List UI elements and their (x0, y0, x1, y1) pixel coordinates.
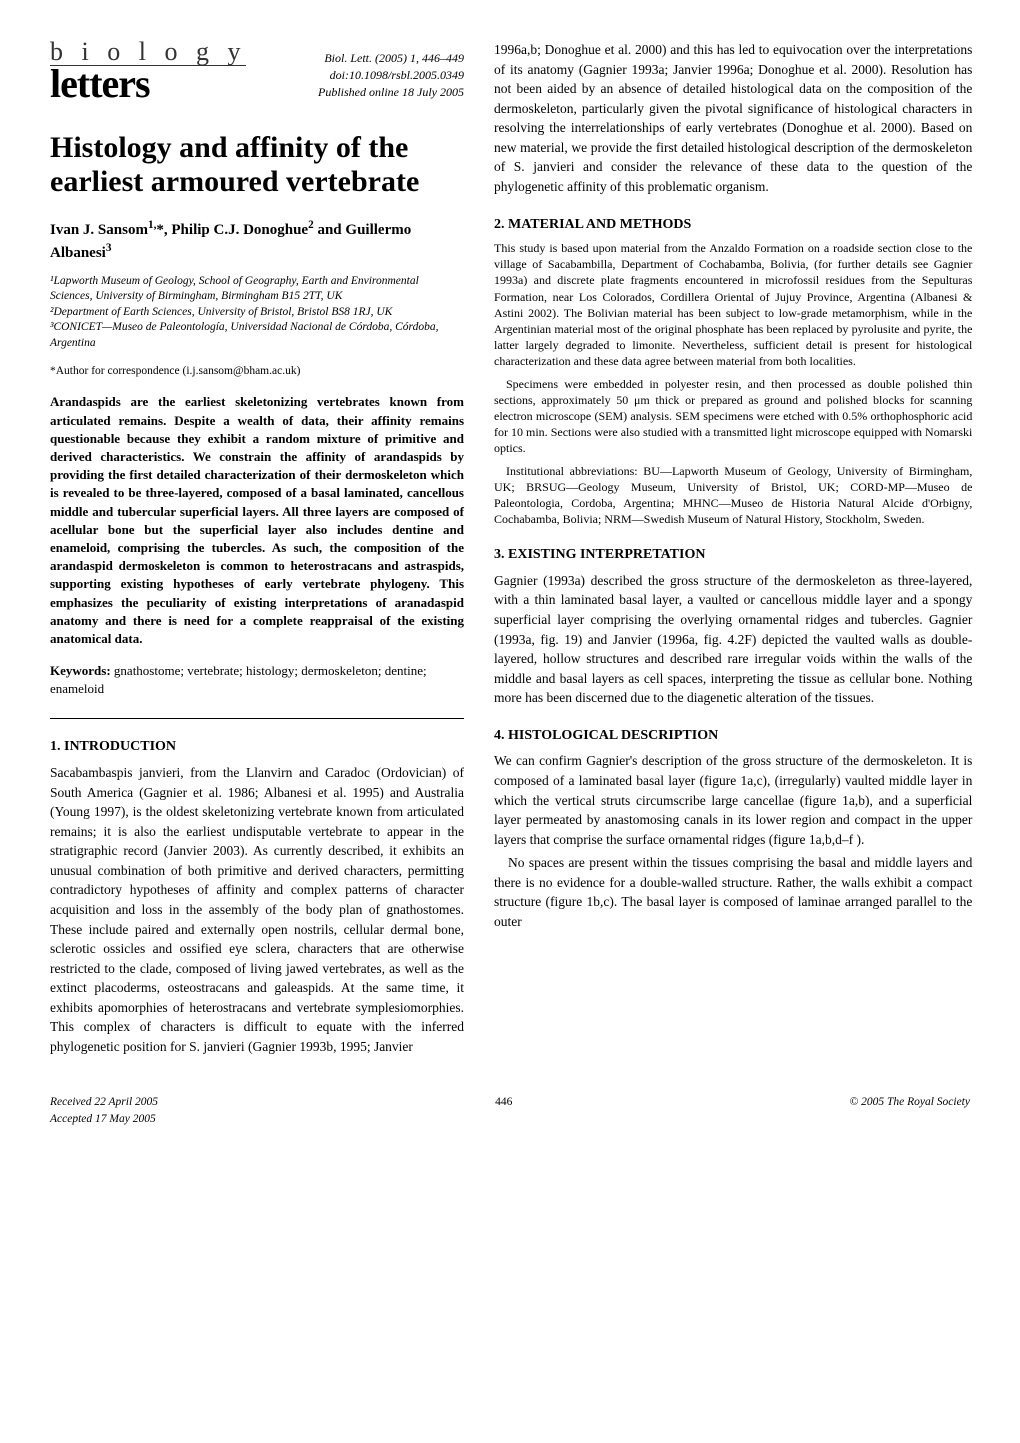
histological-paragraph-2: No spaces are present within the tissues… (494, 853, 972, 931)
affiliation-1: ¹Lapworth Museum of Geology, School of G… (50, 274, 464, 305)
intro-paragraph-1: Sacabambaspis janvieri, from the Llanvir… (50, 763, 464, 1056)
authors-line: Ivan J. Sansom1,*, Philip C.J. Donoghue2… (50, 218, 464, 264)
existing-heading: 3. EXISTING INTERPRETATION (494, 545, 972, 565)
affiliations-block: ¹Lapworth Museum of Geology, School of G… (50, 274, 464, 352)
methods-paragraph-3: Institutional abbreviations: BU—Lapworth… (494, 463, 972, 528)
separator-rule (50, 718, 464, 719)
affiliation-2: ²Department of Earth Sciences, Universit… (50, 305, 464, 321)
footer-accepted: Accepted 17 May 2005 (50, 1111, 158, 1127)
page-container: b i o l o g y letters Biol. Lett. (2005)… (50, 40, 970, 1060)
histological-paragraph-1: We can confirm Gagnier's description of … (494, 751, 972, 849)
methods-paragraph-2: Specimens were embedded in polyester res… (494, 376, 972, 457)
abstract-text: Arandaspids are the earliest skeletonizi… (50, 393, 464, 648)
methods-heading: 2. MATERIAL AND METHODS (494, 215, 972, 235)
keywords-label: Keywords: (50, 663, 111, 678)
intro-paragraph-1-continued: 1996a,b; Donoghue et al. 2000) and this … (494, 40, 972, 197)
article-title: Histology and affinity of the earliest a… (50, 131, 464, 200)
footer-received: Received 22 April 2005 (50, 1094, 158, 1110)
footer-page-number: 446 (495, 1094, 512, 1126)
keywords-block: Keywords: gnathostome; vertebrate; histo… (50, 662, 464, 698)
footer-copyright: © 2005 The Royal Society (849, 1094, 970, 1126)
histological-heading: 4. HISTOLOGICAL DESCRIPTION (494, 726, 972, 746)
left-column: b i o l o g y letters Biol. Lett. (2005)… (50, 40, 464, 1060)
right-column: 1996a,b; Donoghue et al. 2000) and this … (494, 40, 972, 1060)
methods-paragraph-1: This study is based upon material from t… (494, 240, 972, 370)
existing-paragraph-1: Gagnier (1993a) described the gross stru… (494, 571, 972, 708)
footer-dates: Received 22 April 2005 Accepted 17 May 2… (50, 1094, 158, 1126)
intro-heading: 1. INTRODUCTION (50, 737, 464, 757)
page-footer: Received 22 April 2005 Accepted 17 May 2… (50, 1090, 970, 1126)
correspondence-line: *Author for correspondence (i.j.sansom@b… (50, 363, 464, 379)
affiliation-3: ³CONICET—Museo de Paleontología, Univers… (50, 320, 464, 351)
